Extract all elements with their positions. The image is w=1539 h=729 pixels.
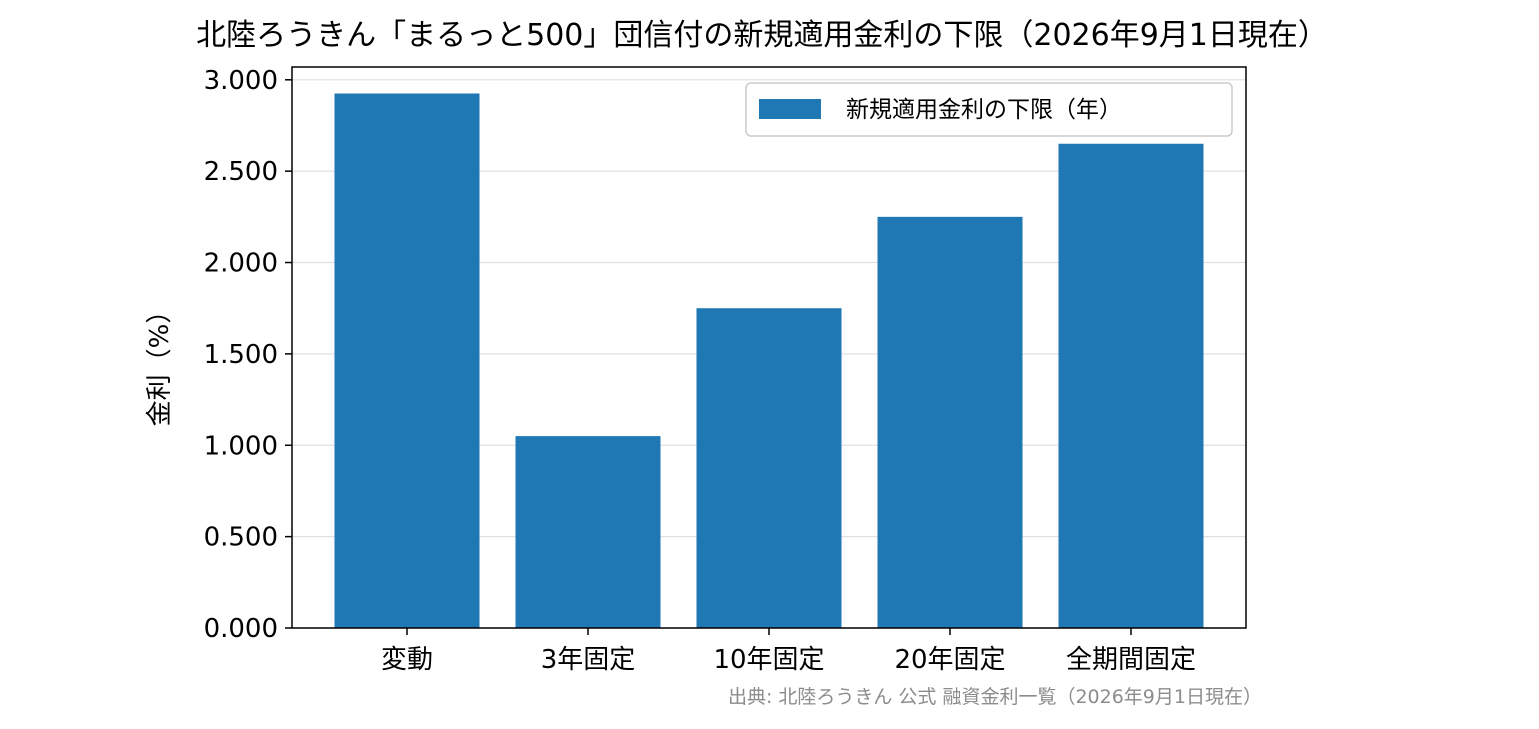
x-tick-label: 変動 <box>381 645 433 675</box>
y-axis-label: 金利（%） <box>145 298 175 427</box>
bar-1 <box>334 93 480 628</box>
bar-2 <box>515 436 661 628</box>
x-tick-label: 20年固定 <box>894 645 1005 675</box>
legend-box <box>745 82 1233 137</box>
y-tick-label: 2.000 <box>204 249 278 279</box>
x-tick-label: 10年固定 <box>713 645 824 675</box>
legend: 新規適用金利の下限（年） <box>745 82 1233 137</box>
bar-4 <box>877 216 1023 629</box>
y-tick-label: 1.500 <box>204 340 278 370</box>
x-axis-ticks: 変動 3年固定 10年固定 20年固定 全期間固定 <box>381 628 1196 675</box>
x-tick-label: 全期間固定 <box>1066 645 1196 675</box>
chart-title: 北陸ろうきん「まるっと500」団信付の新規適用金利の下限（2026年9月1日現在… <box>196 18 1328 53</box>
y-tick-label: 1.000 <box>204 431 278 461</box>
y-tick-label: 0.500 <box>204 523 278 553</box>
bar-3 <box>696 308 842 628</box>
y-tick-label: 3.000 <box>204 66 278 96</box>
legend-label: 新規適用金利の下限（年） <box>846 97 1122 123</box>
x-tick-label: 3年固定 <box>541 645 636 675</box>
bar-5 <box>1058 143 1204 628</box>
bars <box>334 93 1204 629</box>
y-axis-ticks: 0.000 0.500 1.000 1.500 2.000 2.500 3.000 <box>204 66 292 644</box>
legend-swatch <box>759 99 821 119</box>
source-note: 出典: 北陸ろうきん 公式 融資金利一覧（2026年9月1日現在） <box>728 686 1262 708</box>
y-tick-label: 2.500 <box>204 157 278 187</box>
y-tick-label: 0.000 <box>204 614 278 644</box>
